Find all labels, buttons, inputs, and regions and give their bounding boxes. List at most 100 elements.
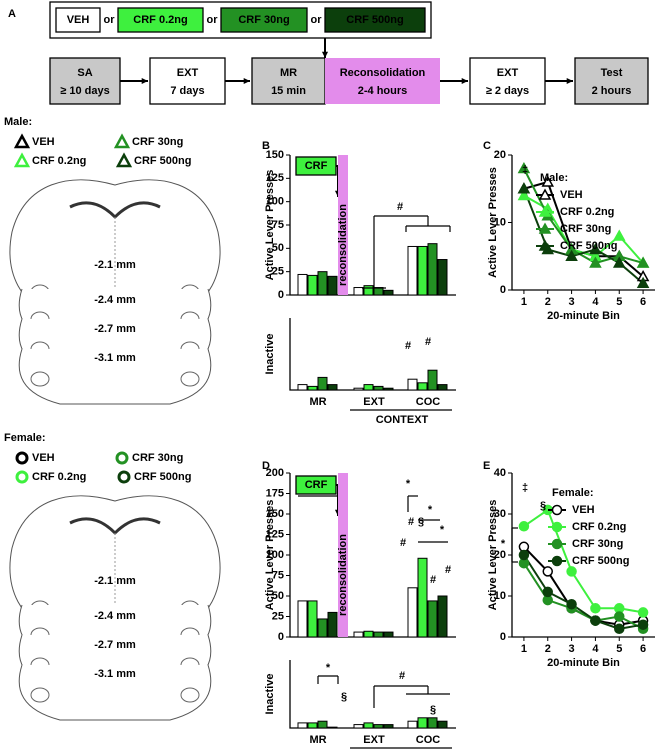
annotation: * bbox=[326, 662, 331, 674]
placement-title: Female: bbox=[4, 432, 46, 444]
x-tick-label: 1 bbox=[521, 643, 527, 655]
annotation: * bbox=[428, 504, 433, 516]
bar bbox=[427, 369, 438, 391]
panel-label: B bbox=[262, 140, 270, 152]
legend-marker bbox=[538, 188, 552, 200]
x-tick-label: 1 bbox=[521, 296, 527, 308]
placement-legend-label: CRF 30ng bbox=[132, 136, 183, 148]
step-title: Test bbox=[601, 67, 623, 79]
placement-legend-label: VEH bbox=[32, 452, 55, 464]
y-axis-label: Active Lever Presses bbox=[264, 500, 276, 611]
treatment-label: CRF 500ng bbox=[346, 14, 403, 26]
y-tick-label: 50 bbox=[272, 590, 284, 602]
axis bbox=[289, 660, 456, 729]
point bbox=[566, 598, 577, 610]
y-tick-label: 0 bbox=[278, 289, 284, 301]
y-axis-label: Inactive bbox=[264, 674, 276, 715]
step-box bbox=[574, 57, 649, 105]
point bbox=[614, 623, 625, 635]
y-axis-label: Active Lever Presses bbox=[264, 170, 276, 281]
treatment-option bbox=[117, 7, 204, 33]
step-box bbox=[149, 57, 226, 105]
point bbox=[566, 566, 577, 577]
bar bbox=[407, 587, 418, 638]
point bbox=[636, 256, 650, 268]
y-tick-label: 150 bbox=[266, 149, 284, 161]
bar bbox=[297, 722, 308, 729]
treatment-label: CRF 30ng bbox=[238, 14, 289, 26]
treatment-option bbox=[220, 7, 308, 33]
x-tick-label: 4 bbox=[592, 296, 599, 308]
bar bbox=[363, 285, 374, 296]
bar bbox=[437, 595, 448, 638]
legend-marker bbox=[13, 152, 31, 168]
annotation: # bbox=[408, 516, 414, 528]
bar bbox=[417, 382, 428, 391]
annotation: # bbox=[405, 340, 411, 352]
y-tick-label: 0 bbox=[500, 631, 506, 643]
legend-marker bbox=[551, 521, 563, 533]
bar bbox=[373, 724, 384, 729]
point bbox=[517, 188, 531, 201]
point bbox=[517, 161, 531, 174]
bar bbox=[327, 726, 338, 729]
bar bbox=[363, 630, 374, 638]
legend-label: CRF 500ng bbox=[572, 555, 629, 567]
x-axis-label: CONTEXT bbox=[376, 414, 429, 426]
panel-label: A bbox=[8, 8, 16, 20]
treatment-label: CRF 0.2ng bbox=[133, 14, 187, 26]
point bbox=[542, 586, 553, 598]
bar bbox=[373, 385, 384, 391]
annotation: # bbox=[425, 336, 431, 348]
legend-label: VEH bbox=[572, 504, 595, 516]
bar bbox=[417, 557, 428, 638]
legend-marker bbox=[115, 451, 129, 465]
step-detail: 7 days bbox=[170, 85, 204, 97]
reconsolidation-band bbox=[338, 473, 348, 637]
step-box bbox=[49, 57, 121, 105]
bar bbox=[373, 287, 384, 296]
bar bbox=[417, 245, 428, 296]
y-tick-label: 0 bbox=[278, 631, 284, 643]
placement-legend-label: CRF 500ng bbox=[134, 155, 191, 167]
panel-label: C bbox=[483, 140, 491, 152]
bar bbox=[417, 717, 428, 729]
bar bbox=[353, 724, 364, 729]
legend-label: CRF 0.2ng bbox=[560, 206, 614, 218]
annotation: # bbox=[430, 574, 436, 586]
legend-marker bbox=[15, 451, 29, 465]
bar bbox=[327, 611, 338, 638]
panel-label: D bbox=[262, 460, 270, 472]
brain-region bbox=[180, 371, 200, 387]
placement-legend-label: CRF 0.2ng bbox=[32, 471, 86, 483]
step-detail: 2-4 hours bbox=[358, 85, 408, 97]
brain-region bbox=[30, 371, 50, 387]
x-tick-label: 2 bbox=[545, 296, 551, 308]
bar bbox=[383, 724, 394, 729]
bar bbox=[353, 387, 364, 391]
bar bbox=[383, 387, 394, 391]
x-tick-label: MR bbox=[309, 396, 326, 408]
reconsolidation-label: reconsolidation bbox=[337, 204, 349, 286]
y-tick-label: 125 bbox=[266, 528, 284, 540]
reconsolidation-label: reconsolidation bbox=[337, 534, 349, 616]
step-box bbox=[325, 58, 440, 104]
annotation: # bbox=[399, 670, 405, 682]
step-title: MR bbox=[280, 67, 297, 79]
x-tick-label: EXT bbox=[363, 734, 385, 746]
y-axis-label: Active Lever Presses bbox=[487, 167, 499, 278]
x-tick-label: 4 bbox=[592, 643, 599, 655]
bar bbox=[297, 384, 308, 391]
legend-label: CRF 30ng bbox=[572, 538, 623, 550]
point bbox=[612, 256, 626, 268]
legend-marker bbox=[551, 555, 563, 567]
bar bbox=[317, 720, 328, 729]
y-tick-label: 175 bbox=[266, 487, 284, 499]
x-tick-label: 5 bbox=[616, 643, 622, 655]
x-tick-label: EXT bbox=[363, 396, 385, 408]
placement-legend-label: VEH bbox=[32, 136, 55, 148]
y-tick-label: 75 bbox=[272, 219, 284, 231]
section-label: -2.7 mm bbox=[94, 639, 136, 651]
legend-marker bbox=[538, 205, 552, 217]
